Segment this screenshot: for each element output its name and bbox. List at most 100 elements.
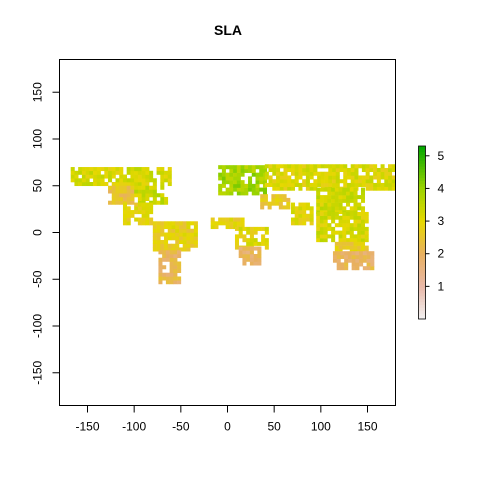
raster-cell — [359, 251, 364, 256]
raster-cell — [328, 175, 333, 180]
raster-cell — [343, 175, 348, 180]
raster-cell — [320, 182, 325, 187]
raster-cell — [167, 182, 172, 187]
raster-cell — [93, 174, 98, 179]
color-legend: 1 2 3 4 5 — [418, 145, 445, 320]
raster-cell — [366, 262, 371, 267]
raster-cell — [149, 210, 154, 215]
raster-cell — [357, 215, 362, 220]
raster-cell — [347, 258, 352, 263]
raster-cell — [238, 246, 243, 251]
legend-swatch — [418, 200, 426, 205]
raster-cell — [126, 221, 131, 226]
raster-cell — [137, 174, 142, 179]
raster-cell — [342, 191, 347, 196]
raster-cell — [349, 230, 354, 235]
legend-swatch — [418, 244, 426, 248]
raster-cell — [122, 196, 127, 202]
raster-cell — [346, 198, 351, 203]
raster-cell — [316, 198, 321, 203]
raster-cell — [210, 217, 215, 222]
raster-cell — [327, 198, 332, 203]
raster-cell — [342, 226, 347, 231]
region-africa-central — [234, 226, 269, 250]
raster-cell — [370, 251, 375, 256]
raster-cell — [96, 174, 101, 179]
raster-cell — [262, 168, 267, 173]
raster-cell — [89, 170, 94, 175]
raster-cell — [376, 167, 381, 173]
raster-cell — [275, 194, 280, 199]
raster-cell — [328, 179, 333, 184]
raster-cell — [169, 272, 174, 277]
raster-cell — [332, 258, 337, 263]
raster-cell — [287, 167, 292, 173]
raster-cell — [242, 261, 247, 266]
raster-cell — [149, 202, 154, 207]
raster-cell — [294, 182, 299, 187]
raster-cell — [332, 175, 337, 180]
raster-cell — [242, 226, 247, 231]
raster-cell — [236, 187, 241, 192]
raster-cell — [134, 170, 139, 175]
raster-cell — [365, 167, 370, 173]
raster-cell — [336, 262, 341, 267]
raster-cell — [342, 238, 347, 243]
raster-cell — [380, 171, 385, 176]
raster-cell — [246, 230, 251, 235]
legend-swatch — [418, 195, 426, 199]
raster-cell — [167, 228, 172, 233]
raster-cell — [305, 202, 310, 207]
raster-cell — [145, 210, 150, 215]
raster-cell — [298, 175, 303, 180]
raster-cell — [294, 206, 299, 211]
raster-cell — [276, 167, 281, 173]
raster-cell — [160, 185, 165, 190]
raster-cell — [338, 230, 343, 235]
raster-cell — [137, 170, 142, 175]
raster-cell — [309, 171, 314, 176]
raster-cell — [249, 241, 254, 246]
raster-cell — [313, 164, 318, 169]
raster-cell — [177, 268, 182, 274]
raster-cell — [249, 226, 254, 231]
legend-swatch — [418, 272, 426, 277]
raster-cell — [338, 206, 343, 211]
raster-cell — [169, 254, 174, 259]
raster-cell — [158, 265, 163, 270]
raster-cell — [298, 186, 303, 191]
raster-cell — [328, 171, 333, 176]
raster-cell — [327, 206, 332, 211]
raster-cell — [336, 251, 341, 256]
raster-cell — [93, 170, 98, 175]
raster-cell — [260, 194, 265, 199]
raster-cell — [388, 175, 393, 180]
raster-cell — [236, 165, 241, 170]
raster-cell — [249, 246, 254, 251]
raster-cell — [126, 196, 131, 202]
raster-cell — [246, 257, 251, 262]
raster-cell — [338, 215, 343, 220]
raster-cell — [242, 250, 247, 255]
raster-cell — [156, 193, 161, 198]
raster-cell — [366, 258, 371, 263]
raster-cell — [359, 254, 364, 259]
raster-cell — [350, 171, 355, 176]
raster-cell — [238, 234, 243, 239]
legend-swatch — [418, 223, 426, 228]
y-axis: -150 -100 -50 0 50 100 150 — [31, 82, 60, 385]
raster-cell — [167, 170, 172, 175]
raster-cell — [156, 243, 161, 248]
raster-cell — [257, 261, 262, 266]
raster-cell — [236, 176, 241, 181]
raster-cell — [357, 223, 362, 228]
raster-cell — [164, 170, 169, 175]
raster-cell — [259, 187, 264, 192]
raster-cell — [344, 262, 349, 267]
raster-cell — [260, 201, 265, 206]
raster-cell — [169, 261, 174, 266]
raster-cell — [380, 167, 385, 173]
raster-cell — [257, 226, 262, 231]
raster-cell — [152, 196, 157, 202]
raster-cell — [334, 215, 339, 220]
